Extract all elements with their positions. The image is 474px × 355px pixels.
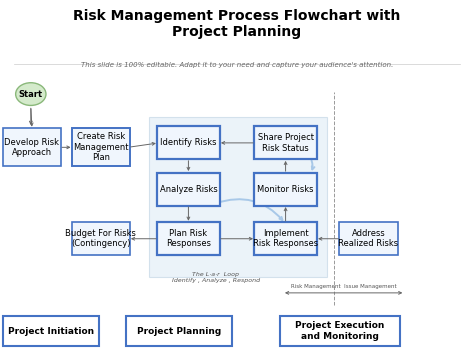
Text: Create Risk
Management
Plan: Create Risk Management Plan — [73, 132, 128, 162]
FancyBboxPatch shape — [254, 126, 317, 159]
Text: Start: Start — [19, 89, 43, 99]
Text: Risk Management Process Flowchart with
Project Planning: Risk Management Process Flowchart with P… — [73, 9, 401, 39]
Text: This slide is 100% editable. Adapt it to your need and capture your audience's a: This slide is 100% editable. Adapt it to… — [81, 62, 393, 68]
Text: Project Initiation: Project Initiation — [8, 327, 94, 335]
FancyBboxPatch shape — [157, 222, 220, 255]
FancyBboxPatch shape — [3, 128, 61, 166]
Text: Implement
Risk Responses: Implement Risk Responses — [253, 229, 318, 248]
FancyBboxPatch shape — [157, 173, 220, 206]
FancyBboxPatch shape — [157, 126, 220, 159]
FancyBboxPatch shape — [280, 316, 400, 346]
Text: Share Project
Risk Status: Share Project Risk Status — [257, 133, 314, 153]
Circle shape — [16, 83, 46, 105]
Text: Identify , Analyze , Respond: Identify , Analyze , Respond — [172, 278, 260, 283]
FancyBboxPatch shape — [149, 117, 327, 277]
Text: Monitor Risks: Monitor Risks — [257, 185, 314, 193]
Text: Identify Risks: Identify Risks — [160, 138, 217, 147]
Text: Risk Management  Issue Management: Risk Management Issue Management — [291, 284, 396, 289]
Text: Project Execution
and Monitoring: Project Execution and Monitoring — [295, 321, 385, 341]
Text: Address
Realized Risks: Address Realized Risks — [338, 229, 399, 248]
FancyBboxPatch shape — [254, 173, 317, 206]
FancyBboxPatch shape — [339, 222, 398, 255]
FancyBboxPatch shape — [72, 222, 130, 255]
Text: Budget For Risks
(Contingency): Budget For Risks (Contingency) — [65, 229, 136, 248]
FancyBboxPatch shape — [3, 316, 99, 346]
Text: Project Planning: Project Planning — [137, 327, 221, 335]
FancyBboxPatch shape — [126, 316, 232, 346]
FancyBboxPatch shape — [72, 128, 130, 166]
Text: The L·a·r  Loop: The L·a·r Loop — [192, 272, 239, 277]
Text: Plan Risk
Responses: Plan Risk Responses — [166, 229, 211, 248]
Text: Develop Risk
Approach: Develop Risk Approach — [4, 138, 60, 157]
FancyBboxPatch shape — [254, 222, 317, 255]
Text: Analyze Risks: Analyze Risks — [160, 185, 217, 193]
